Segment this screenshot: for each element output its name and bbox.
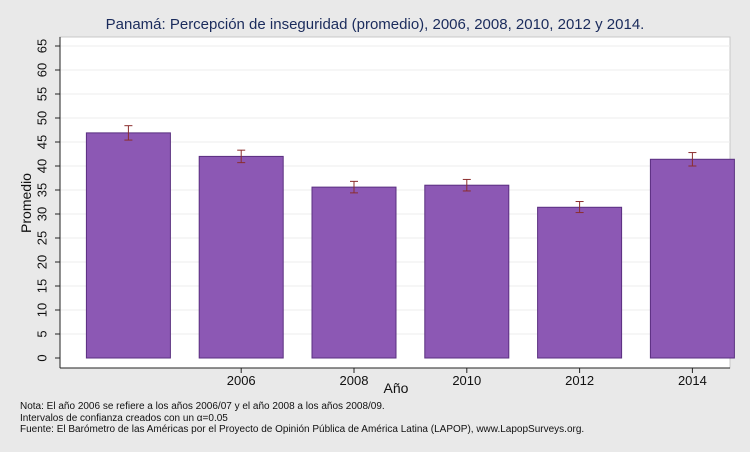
y-tick-label: 35 <box>34 183 49 197</box>
y-tick-label: 0 <box>34 354 49 361</box>
x-axis-title: Año <box>384 380 409 396</box>
y-tick-label: 5 <box>34 330 49 337</box>
x-axis-ticks: 2006 2008 2010 2012 2014 <box>227 368 707 388</box>
bar <box>198 155 284 359</box>
bar <box>311 186 397 359</box>
x-tick-label: 2014 <box>678 373 707 388</box>
y-tick-label: 65 <box>34 39 49 53</box>
bar <box>85 132 171 359</box>
y-tick-label: 40 <box>34 159 49 173</box>
y-tick-label: 15 <box>34 279 49 293</box>
y-tick-label: 30 <box>34 207 49 221</box>
error-bars <box>124 125 697 214</box>
x-tick-label: 2006 <box>227 373 256 388</box>
y-axis-title: Promedio <box>18 173 34 233</box>
bar <box>537 206 623 359</box>
bar <box>424 184 510 359</box>
y-tick-label: 45 <box>34 135 49 149</box>
note-line: Nota: El año 2006 se refiere a los años … <box>20 401 385 412</box>
chart-title: Panamá: Percepción de inseguridad (prome… <box>105 16 645 33</box>
y-tick-label: 25 <box>34 231 49 245</box>
chart-notes: Nota: El año 2006 se refiere a los años … <box>20 401 740 436</box>
bar <box>649 158 735 359</box>
x-tick-label: 2012 <box>565 373 594 388</box>
y-tick-label: 60 <box>34 63 49 77</box>
note-line: Intervalos de confianza creados con un α… <box>20 412 228 424</box>
x-tick-label: 2008 <box>340 373 369 388</box>
y-tick-label: 55 <box>34 87 49 101</box>
y-tick-label: 20 <box>34 255 49 269</box>
y-tick-label: 50 <box>34 111 49 125</box>
note-line: Fuente: El Barómetro de las Américas por… <box>20 424 585 435</box>
x-tick-label: 2010 <box>452 373 481 388</box>
y-axis-ticks: 0 5 10 15 20 25 30 35 40 45 50 55 60 65 <box>34 39 60 362</box>
y-tick-label: 10 <box>34 303 49 317</box>
